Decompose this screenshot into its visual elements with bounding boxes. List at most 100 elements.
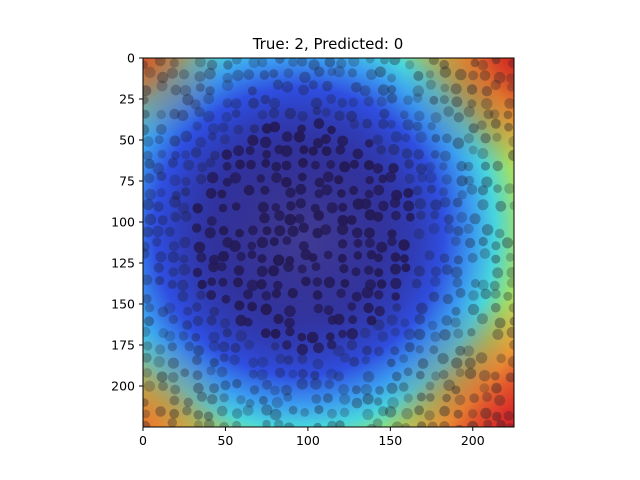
cell-nucleus [506,326,514,339]
cell-nucleus [373,184,385,196]
cell-nucleus [312,106,322,116]
cell-nucleus [143,398,149,407]
cell-nucleus [351,291,362,302]
cell-nucleus [374,253,383,263]
y-tick-label: 125 [111,256,135,271]
cell-nucleus [248,97,259,109]
cell-nucleus [346,110,357,122]
cell-nucleus [231,109,241,118]
cell-nucleus [441,315,453,326]
cell-nucleus [439,405,450,417]
cell-nucleus [209,306,220,317]
cell-nucleus [468,123,479,134]
cell-nucleus [260,328,271,338]
cell-nucleus [490,118,501,129]
cell-nucleus [387,397,399,409]
cell-nucleus [271,161,282,172]
cell-nucleus [387,229,397,239]
cell-nucleus [428,58,439,66]
cell-nucleus [196,391,207,402]
cell-nucleus [297,354,308,365]
cell-nucleus [327,420,337,427]
cell-nucleus [197,162,208,173]
cell-nucleus [417,421,427,427]
cell-nucleus [155,251,167,263]
cell-nucleus [506,267,514,279]
cell-nucleus [222,177,232,187]
cell-nucleus [261,158,271,168]
cell-nucleus [152,237,162,247]
cell-nucleus [206,366,216,376]
cell-nucleus [477,148,489,159]
cell-nucleus [389,58,401,66]
cell-nucleus [452,137,465,149]
cell-nucleus [425,79,436,90]
cell-nucleus [256,279,267,290]
cell-nucleus [413,149,425,160]
cell-nucleus [492,267,504,279]
cell-nucleus [372,163,384,174]
cell-nucleus [391,292,401,301]
cell-nucleus [310,378,322,390]
cell-nucleus [413,71,424,81]
cell-nucleus [481,176,493,188]
cell-nucleus [348,58,360,67]
cell-nucleus [153,262,164,273]
cell-nucleus [280,145,293,157]
cell-nucleus [297,264,307,274]
cell-nucleus [208,261,219,273]
cell-nucleus [300,408,310,417]
cell-nucleus [153,356,165,368]
cell-nucleus [482,392,492,402]
cell-nucleus [194,420,203,427]
cell-nucleus [164,226,175,237]
cell-nucleus [260,185,270,195]
cell-nucleus [275,58,285,64]
cell-nucleus [178,202,190,214]
cell-nucleus [481,98,493,110]
cell-nucleus [457,190,467,200]
cell-nucleus [364,265,374,275]
cell-nucleus [325,332,335,342]
cell-nucleus [168,241,179,252]
cell-nucleus [273,280,283,291]
cell-nucleus [209,383,220,394]
cell-nucleus [166,67,178,79]
cell-nucleus [359,85,371,97]
cell-nucleus [167,418,177,427]
cell-nucleus [335,144,346,155]
cell-nucleus [190,99,201,110]
cell-nucleus [311,262,321,271]
heatmap-image [143,58,514,427]
y-axis-ticks: 0 25 50 75 100 125 150 175 200 [111,51,143,394]
cell-nucleus [491,382,502,394]
cell-nucleus [335,420,345,427]
cell-nucleus [387,85,397,94]
cell-nucleus [426,393,435,402]
cell-nucleus [312,358,324,370]
cell-nucleus [502,237,514,249]
cell-nucleus [363,302,374,314]
cell-nucleus [439,369,449,380]
cell-nucleus [271,172,282,183]
cell-nucleus [492,411,502,422]
cell-nucleus [340,352,350,363]
cell-nucleus [362,408,374,420]
cell-nucleus [248,369,258,379]
cell-nucleus [504,98,514,109]
x-tick-label: 100 [296,433,320,448]
cell-nucleus [321,146,332,157]
cell-nucleus [208,132,217,141]
figure-title: True: 2, Predicted: 0 [252,35,404,53]
cell-nucleus [219,226,229,236]
cell-nucleus [192,203,203,214]
cell-nucleus [268,265,280,277]
cell-nucleus [271,397,283,409]
cell-nucleus [365,139,374,148]
cell-nucleus [169,174,181,186]
cell-nucleus [412,121,423,132]
cell-nucleus [206,216,217,227]
cell-nucleus [405,212,415,222]
cell-nucleus [388,144,400,156]
cell-nucleus [337,253,347,263]
